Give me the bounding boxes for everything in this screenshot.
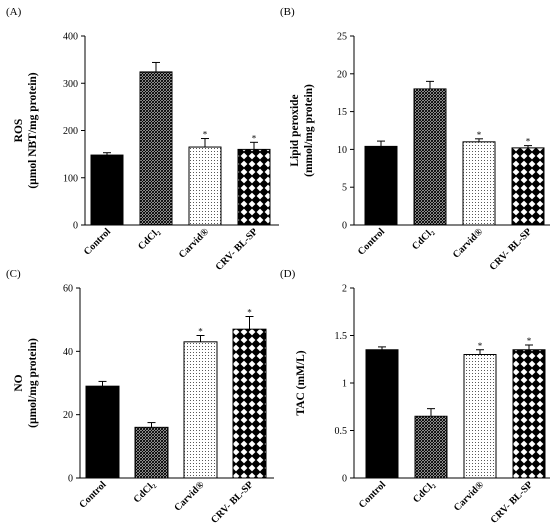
bar-3 bbox=[188, 146, 222, 226]
y-tick-label: 0 bbox=[342, 474, 347, 485]
y-tick-label: 200 bbox=[63, 126, 78, 137]
significance-star: * bbox=[478, 341, 483, 351]
panel-label: (D) bbox=[280, 268, 296, 280]
category-label: Control bbox=[356, 226, 387, 257]
panel-label: (C) bbox=[6, 268, 21, 280]
bar-4 bbox=[512, 349, 546, 479]
y-axis-label-line: (mmol/mg protein) bbox=[303, 84, 315, 177]
y-tick-label: 300 bbox=[63, 79, 78, 90]
bar-2 bbox=[413, 88, 447, 226]
panel-label: (B) bbox=[280, 6, 295, 18]
category-label: CRV- BL-SP bbox=[214, 226, 260, 272]
category-label: Control bbox=[82, 226, 113, 257]
bar-4 bbox=[232, 328, 267, 479]
chart-panel-4: (D) 0 0.5 1 1.5 2 TAC (mM/L) Control CdCl₂ * Carvi… bbox=[280, 268, 550, 526]
category-label: CdCl₂ bbox=[410, 226, 436, 252]
bar-4 bbox=[237, 148, 271, 226]
y-tick-label: 1 bbox=[342, 379, 347, 390]
y-axis-label: Lipid peroxide (mmol/mg protein) bbox=[289, 84, 315, 177]
bar-4 bbox=[511, 147, 545, 226]
category-label: CdCl₂ bbox=[132, 479, 158, 505]
significance-star: * bbox=[247, 308, 252, 318]
category-label: CdCl₂ bbox=[411, 479, 437, 505]
bar-3 bbox=[463, 354, 497, 479]
bar-3 bbox=[183, 341, 218, 479]
y-tick-label: 20 bbox=[337, 69, 347, 80]
category-label: Carvid® bbox=[177, 226, 212, 261]
bar-3 bbox=[462, 141, 496, 226]
y-tick-label: 10 bbox=[337, 145, 347, 156]
y-axis-label-line: (µmol NBT/mg protein) bbox=[27, 72, 39, 188]
significance-star: * bbox=[203, 130, 208, 140]
y-axis-label: NO (µmol/mg protein) bbox=[13, 338, 39, 428]
y-axis-label: ROS (µmol NBT/mg protein) bbox=[13, 72, 39, 188]
category-label: Control bbox=[357, 479, 388, 510]
category-label: CRV- BL-SP bbox=[489, 479, 535, 525]
chart-panel-2: (B) 0 5 10 15 20 25 Lipid peroxide (mmol/mg prot… bbox=[280, 6, 550, 273]
bar-1 bbox=[365, 349, 399, 479]
y-tick-label: 0 bbox=[73, 221, 78, 232]
significance-star: * bbox=[526, 137, 531, 147]
category-label: Control bbox=[77, 479, 108, 510]
bar-1 bbox=[85, 385, 120, 479]
y-axis-label-line: ROS bbox=[13, 119, 25, 143]
y-tick-label: 5 bbox=[342, 183, 347, 194]
panel-label: (A) bbox=[6, 6, 22, 18]
y-axis-label: TAC (mM/L) bbox=[295, 350, 307, 415]
significance-star: * bbox=[477, 130, 482, 140]
y-tick-label: 1.5 bbox=[335, 331, 348, 342]
y-axis-label-line: Lipid peroxide bbox=[289, 94, 301, 166]
category-label: Carvid® bbox=[452, 479, 487, 514]
chart-panel-3: (C) 0 20 40 60 NO (µmol/mg protein) Control CdCl… bbox=[6, 268, 274, 526]
significance-star: * bbox=[527, 336, 532, 346]
y-tick-label: 400 bbox=[63, 32, 78, 43]
y-tick-label: 0.5 bbox=[335, 426, 348, 437]
category-label: CRV- BL-SP bbox=[488, 226, 534, 272]
y-tick-label: 0 bbox=[342, 221, 347, 232]
bar-1 bbox=[90, 154, 124, 226]
category-label: Carvid® bbox=[172, 479, 207, 514]
y-tick-label: 2 bbox=[342, 284, 347, 295]
category-label: Carvid® bbox=[451, 226, 486, 261]
y-tick-label: 100 bbox=[63, 173, 78, 184]
significance-star: * bbox=[252, 133, 257, 143]
bar-2 bbox=[134, 426, 169, 479]
bar-2 bbox=[139, 71, 173, 226]
y-axis-label-line: NO bbox=[13, 374, 25, 391]
y-tick-label: 20 bbox=[63, 410, 73, 421]
y-tick-label: 25 bbox=[337, 32, 347, 43]
bar-1 bbox=[364, 145, 398, 226]
y-tick-label: 60 bbox=[63, 284, 73, 295]
category-label: CdCl₂ bbox=[136, 226, 162, 252]
y-tick-label: 40 bbox=[63, 347, 73, 358]
significance-star: * bbox=[198, 327, 203, 337]
y-tick-label: 0 bbox=[68, 474, 73, 485]
bar-2 bbox=[414, 415, 448, 479]
y-axis-label-line: (µmol/mg protein) bbox=[27, 338, 39, 428]
category-label: CRV- BL-SP bbox=[209, 479, 255, 525]
y-tick-label: 15 bbox=[337, 107, 347, 118]
y-axis-label-line: TAC (mM/L) bbox=[295, 350, 307, 415]
chart-panel-1: (A) 0 100 200 300 400 ROS (µmol NBT/mg protein)… bbox=[6, 6, 279, 273]
